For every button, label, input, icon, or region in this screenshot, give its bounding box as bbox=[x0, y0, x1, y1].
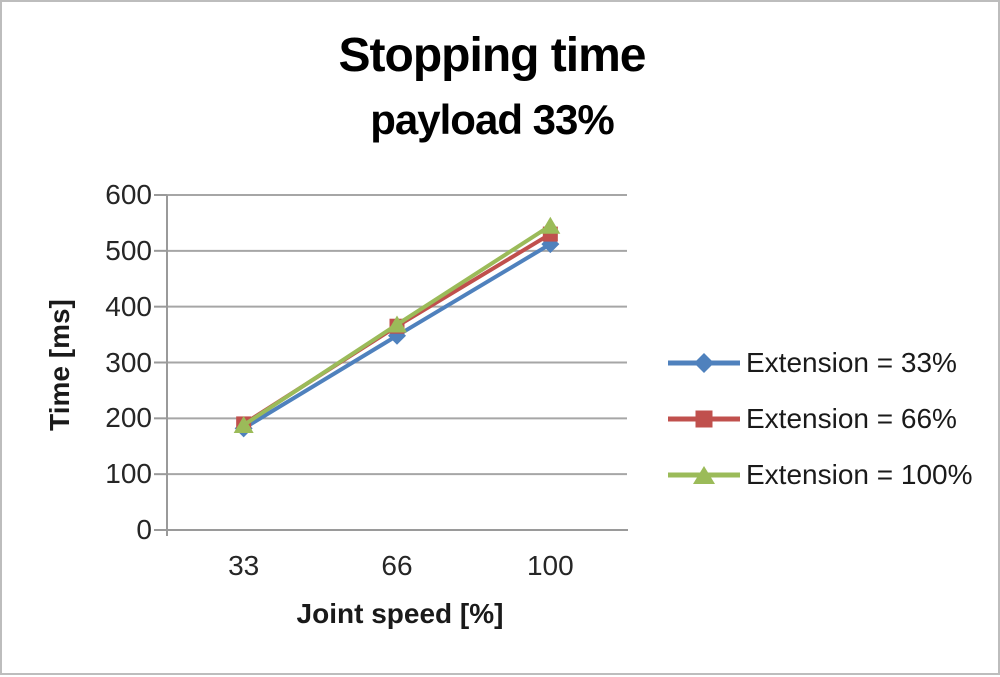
chart-subtitle: payload 33% bbox=[370, 96, 614, 143]
y-tick-label: 400 bbox=[105, 290, 152, 322]
y-tick-label: 0 bbox=[136, 514, 152, 545]
y-tick-label: 500 bbox=[105, 234, 152, 266]
legend-marker-triangle-icon bbox=[668, 466, 740, 484]
x-tick-label: 33 bbox=[228, 550, 260, 581]
legend-marker-diamond-icon bbox=[668, 353, 740, 373]
y-tick-label: 600 bbox=[105, 179, 152, 210]
series-marker-triangle bbox=[233, 416, 254, 434]
y-tick-label: 300 bbox=[105, 346, 152, 378]
chart-title: Stopping time bbox=[338, 29, 647, 82]
x-tick-label: 66 bbox=[381, 550, 413, 581]
legend: Extension = 33% Extension = 66% Extensio… bbox=[668, 335, 973, 503]
x-axis-title: Joint speed [%] bbox=[296, 598, 504, 629]
legend-label: Extension = 66% bbox=[746, 403, 957, 434]
legend-marker-square-icon bbox=[668, 410, 740, 428]
y-tick-label: 100 bbox=[105, 458, 152, 490]
y-tick-label: 200 bbox=[105, 402, 152, 434]
legend-label: Extension = 33% bbox=[746, 347, 957, 378]
legend-item-extension-66: Extension = 66% bbox=[668, 391, 973, 447]
diamond-icon bbox=[694, 353, 714, 373]
legend-label: Extension = 100% bbox=[746, 459, 973, 490]
legend-item-extension-100: Extension = 100% bbox=[668, 447, 973, 503]
series-marker-triangle bbox=[540, 216, 561, 234]
legend-item-extension-33: Extension = 33% bbox=[668, 335, 973, 391]
triangle-icon bbox=[693, 466, 715, 484]
series-marker-triangle bbox=[387, 315, 407, 333]
square-icon bbox=[695, 410, 713, 428]
x-tick-label: 100 bbox=[526, 550, 574, 581]
